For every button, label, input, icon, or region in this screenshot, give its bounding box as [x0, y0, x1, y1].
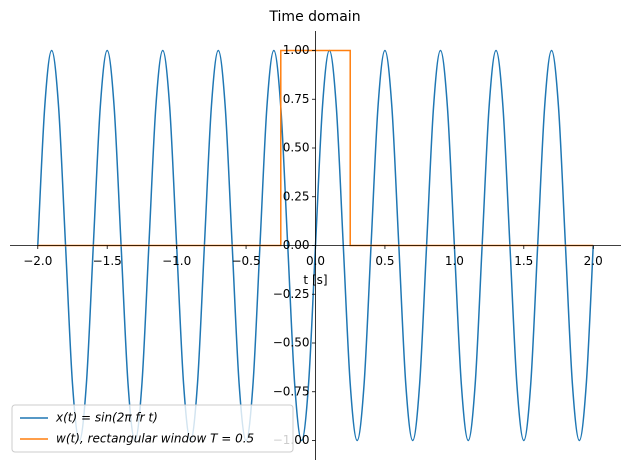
legend-label: x(t) = sin(2π fr t): [55, 411, 158, 425]
y-tick-label: −0.75: [273, 384, 310, 398]
y-tick-label: 1.00: [283, 43, 310, 57]
x-tick-label: −2.0: [23, 254, 52, 268]
x-tick-label: −1.0: [162, 254, 191, 268]
y-tick-label: −0.50: [273, 336, 310, 350]
x-axis-label: t [s]: [303, 273, 327, 287]
x-tick-label: 0.0: [306, 254, 325, 268]
x-tick-label: 0.5: [375, 254, 394, 268]
x-tick-label: −0.5: [231, 254, 260, 268]
legend: x(t) = sin(2π fr t) w(t), rectangular win…: [11, 404, 294, 453]
y-tick-label: 0.00: [283, 238, 310, 252]
x-tick-label: 1.5: [514, 254, 533, 268]
y-tick-label: 0.50: [283, 141, 310, 155]
y-tick-label: −0.25: [273, 287, 310, 301]
chart-title: Time domain: [268, 9, 360, 25]
legend-label: w(t), rectangular window T = 0.5: [56, 432, 254, 446]
y-tick-label: 0.25: [283, 189, 310, 203]
legend-box: [11, 404, 294, 453]
x-tick-label: 1.0: [445, 254, 464, 268]
x-tick-label: 2.0: [584, 254, 603, 268]
y-tick-label: 0.75: [283, 92, 310, 106]
x-tick-label: −1.5: [93, 254, 122, 268]
